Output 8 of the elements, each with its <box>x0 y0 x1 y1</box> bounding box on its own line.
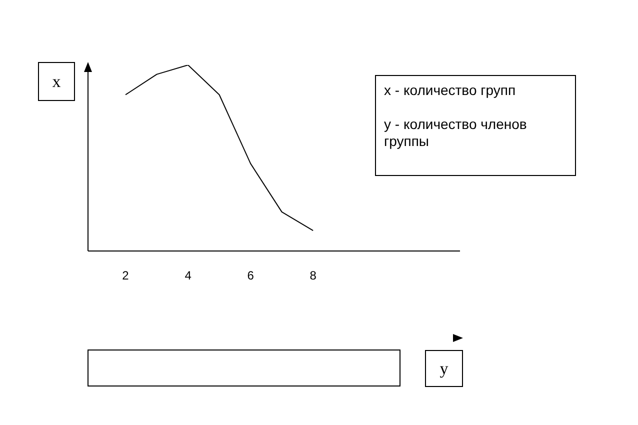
x-tick-label: 4 <box>184 268 192 283</box>
annotation: y - количество членов группы <box>384 116 528 150</box>
y-axis-title: x <box>38 62 75 101</box>
annotation: x - количество групп <box>384 82 517 99</box>
x-axis-title: y <box>425 350 463 387</box>
x-tick-label: 2 <box>122 268 130 283</box>
x-tick-label: 6 <box>247 268 254 283</box>
x-tick-label: 8 <box>310 268 317 283</box>
